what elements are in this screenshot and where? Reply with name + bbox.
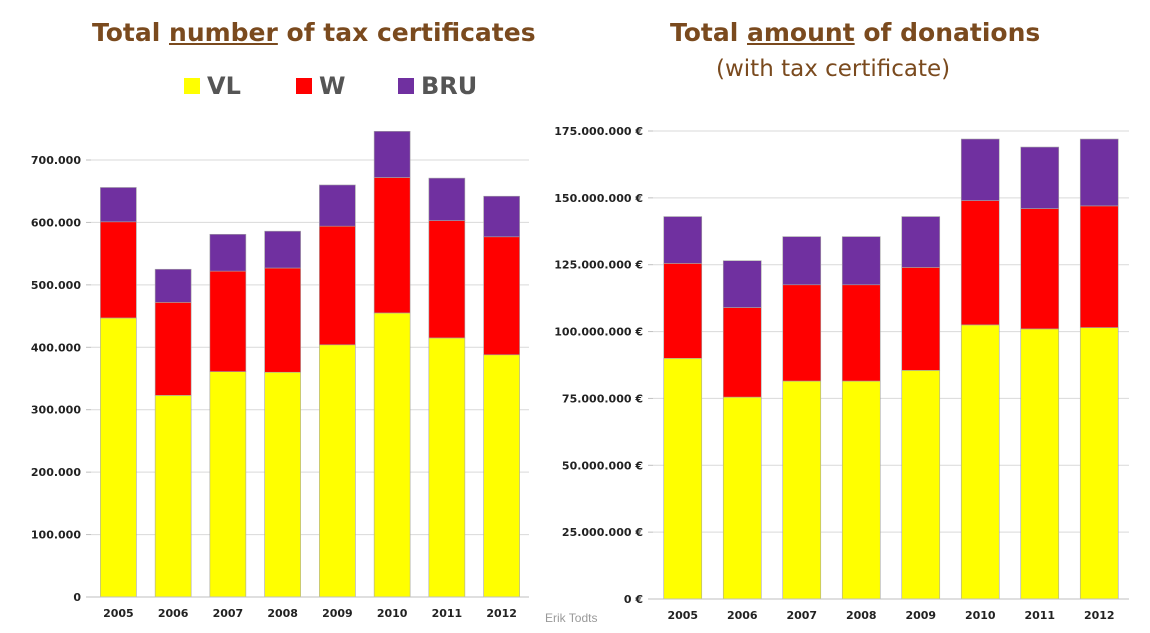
certificates-bar-w-2008: [264, 267, 301, 373]
donations-y-tick-label: 100.000.000 €: [554, 326, 643, 339]
certificates-x-tick-label: 2007: [213, 607, 244, 620]
donations-bar-bru-2007: [782, 236, 822, 286]
certificates-x-tick-label: 2010: [377, 607, 408, 620]
legend-label-w: W: [319, 72, 346, 100]
certificates-bar-bru-2008: [264, 230, 301, 269]
donations-bar-bru-2009: [901, 216, 941, 268]
donations-bar-w-2010: [960, 200, 1000, 326]
certificates-bar-vl-2012: [483, 354, 520, 598]
certificates-bar-w-2009: [319, 225, 356, 346]
donations-bar-vl-2012: [1079, 327, 1119, 600]
donations-y-tick-label: 150.000.000 €: [554, 192, 643, 205]
certificates-y-tick-label: 0: [73, 591, 81, 604]
donations-bar-bru-2010: [960, 138, 1000, 201]
donations-x-tick-label: 2005: [667, 609, 698, 622]
donations-y-tick-label: 25.000.000 €: [562, 526, 643, 539]
donations-bar-vl-2008: [841, 380, 881, 600]
donations-bar-vl-2007: [782, 380, 822, 600]
certificates-bar-w-2006: [154, 302, 192, 396]
certificates-y-tick-label: 400.000: [31, 341, 81, 354]
certificates-y-tick-label: 300.000: [31, 404, 81, 417]
legend-swatch-w: [296, 78, 312, 94]
certificates-bar-vl-2007: [209, 371, 247, 598]
donations-bar-bru-2005: [663, 216, 703, 264]
certificates-bar-bru-2009: [319, 184, 356, 227]
donations-y-tick-label: 175.000.000 €: [554, 125, 643, 138]
right-title-emphasis: amount: [747, 18, 855, 47]
certificates-x-tick-label: 2011: [432, 607, 463, 620]
certificates-x-tick-label: 2008: [267, 607, 298, 620]
donations-x-tick-label: 2012: [1084, 609, 1115, 622]
author-credit: Erik Todts: [545, 611, 598, 625]
certificates-bar-bru-2011: [428, 177, 466, 221]
donations-bar-bru-2012: [1079, 138, 1119, 207]
certificates-y-tick-label: 600.000: [31, 216, 81, 229]
certificates-x-tick-label: 2005: [103, 607, 134, 620]
donations-bar-vl-2011: [1020, 328, 1060, 600]
donations-bar-bru-2006: [722, 260, 762, 308]
certificates-x-tick-label: 2009: [322, 607, 353, 620]
certificates-x-tick-label: 2006: [158, 607, 189, 620]
certificates-bar-vl-2010: [373, 312, 411, 598]
legend-swatch-vl: [184, 78, 200, 94]
legend-item-w: W: [296, 72, 345, 100]
certificates-bar-w-2007: [209, 270, 247, 372]
donations-x-tick-label: 2007: [786, 609, 817, 622]
donations-x-tick-label: 2011: [1024, 609, 1055, 622]
donations-x-tick-label: 2009: [905, 609, 936, 622]
legend-swatch-bru: [398, 78, 414, 94]
certificates-bar-vl-2011: [428, 337, 466, 598]
certificates-bar-bru-2005: [100, 187, 137, 223]
certificates-bar-w-2010: [373, 177, 411, 314]
donations-bar-w-2006: [722, 307, 762, 398]
donations-x-tick-label: 2006: [727, 609, 758, 622]
certificates-bar-bru-2006: [154, 268, 192, 303]
donations-x-tick-label: 2010: [965, 609, 996, 622]
donations-bar-w-2005: [663, 263, 703, 359]
certificates-bar-vl-2006: [154, 395, 192, 598]
certificates-y-tick-label: 100.000: [31, 529, 81, 542]
chart-certificates: 0 100.000 200.000 300.000 400.000 500.000 600.…: [31, 130, 529, 620]
right-chart-subtitle: (with tax certificate): [716, 56, 951, 82]
legend-label-bru: BRU: [421, 72, 478, 100]
donations-bar-vl-2006: [722, 396, 762, 600]
donations-y-tick-label: 125.000.000 €: [554, 259, 643, 272]
donations-bar-bru-2008: [841, 236, 881, 286]
donations-bar-vl-2005: [663, 358, 703, 600]
certificates-bar-vl-2008: [264, 371, 301, 598]
donations-y-tick-label: 50.000.000 €: [562, 459, 643, 472]
donations-y-tick-label: 0 €: [624, 593, 643, 606]
donations-bar-bru-2011: [1020, 146, 1060, 209]
certificates-bar-bru-2007: [209, 233, 247, 272]
legend-label-vl: VL: [207, 72, 241, 100]
donations-bar-w-2008: [841, 284, 881, 382]
right-chart-title: Total amount of donations: [670, 18, 1041, 47]
certificates-x-tick-label: 2012: [486, 607, 517, 620]
donations-y-tick-label: 75.000.000 €: [562, 392, 643, 405]
certificates-y-tick-label: 200.000: [31, 466, 81, 479]
certificates-bar-vl-2005: [100, 317, 137, 598]
left-title-emphasis: number: [169, 18, 278, 47]
donations-bar-w-2007: [782, 284, 822, 382]
donations-bar-vl-2009: [901, 370, 941, 600]
certificates-bar-w-2005: [100, 221, 137, 319]
legend-item-bru: BRU: [398, 72, 477, 100]
donations-bar-w-2011: [1020, 208, 1060, 330]
left-chart-title: Total number of tax certificates: [92, 18, 536, 47]
certificates-y-tick-label: 500.000: [31, 279, 81, 292]
certificates-bar-vl-2009: [319, 344, 356, 598]
certificates-bar-bru-2012: [483, 195, 520, 238]
donations-bar-w-2009: [901, 267, 941, 371]
certificates-bar-w-2012: [483, 236, 520, 356]
donations-x-tick-label: 2008: [846, 609, 877, 622]
certificates-bar-w-2011: [428, 220, 466, 339]
chart-donations: 0 € 25.000.000 € 50.000.000 € 75.000.000 € 1…: [554, 125, 1129, 622]
legend-item-vl: VL: [184, 72, 241, 100]
certificates-y-tick-label: 700.000: [31, 154, 81, 167]
certificates-bar-bru-2010: [373, 130, 411, 178]
donations-bar-vl-2010: [960, 324, 1000, 600]
donations-bar-w-2012: [1079, 205, 1119, 328]
